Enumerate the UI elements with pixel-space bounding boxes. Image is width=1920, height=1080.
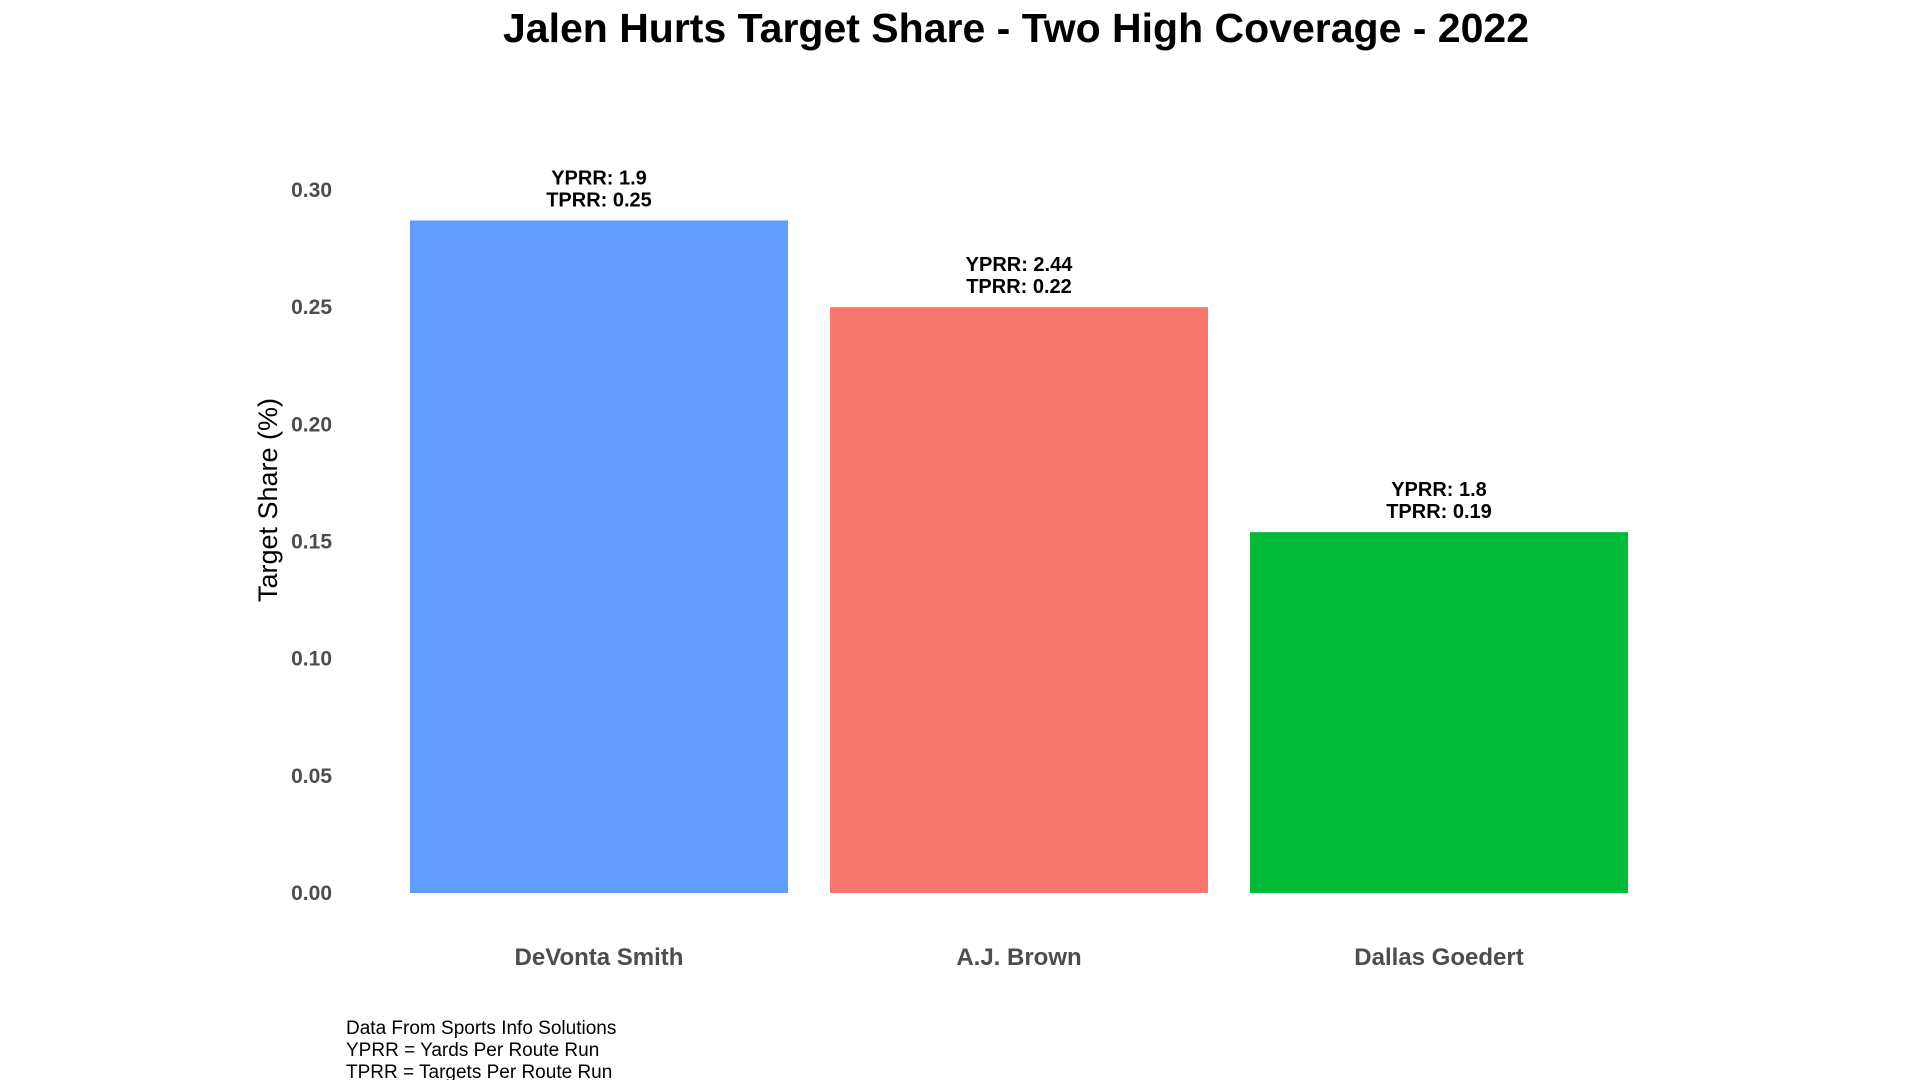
y-tick-label: 0.10 (291, 648, 332, 671)
caption-line: TPRR = Targets Per Route Run (346, 1062, 612, 1080)
x-axis-ticks: DeVonta Smith A.J. Brown Dallas Goedert (515, 944, 1524, 971)
caption-line: Data From Sports Info Solutions (346, 1018, 616, 1039)
bar (1250, 532, 1628, 893)
bars (410, 220, 1628, 894)
x-tick-label: Dallas Goedert (1354, 944, 1523, 971)
x-tick-label: A.J. Brown (956, 944, 1081, 971)
bar-data-label: YPRR: 2.44 (966, 254, 1074, 276)
y-axis-ticks: 0.00 0.05 0.10 0.15 0.20 0.25 0.30 (291, 179, 332, 905)
y-tick-label: 0.30 (291, 179, 332, 202)
y-tick-label: 0.05 (291, 765, 332, 788)
bar (830, 307, 1208, 894)
bar-data-label: YPRR: 1.9 (551, 167, 647, 189)
y-tick-label: 0.15 (291, 531, 332, 554)
bar (410, 220, 788, 894)
y-tick-label: 0.00 (291, 882, 332, 905)
y-axis-label: Target Share (%) (253, 398, 283, 602)
y-tick-label: 0.20 (291, 413, 332, 436)
chart-title: Jalen Hurts Target Share - Two High Cove… (503, 5, 1529, 51)
caption-line: YPRR = Yards Per Route Run (346, 1040, 599, 1061)
y-tick-label: 0.25 (291, 296, 332, 319)
bar-data-label: TPRR: 0.19 (1386, 501, 1492, 523)
x-tick-label: DeVonta Smith (515, 944, 684, 971)
bar-data-label: TPRR: 0.25 (546, 189, 652, 211)
bar-data-label: YPRR: 1.8 (1391, 479, 1487, 501)
bar-data-label: TPRR: 0.22 (966, 276, 1072, 298)
